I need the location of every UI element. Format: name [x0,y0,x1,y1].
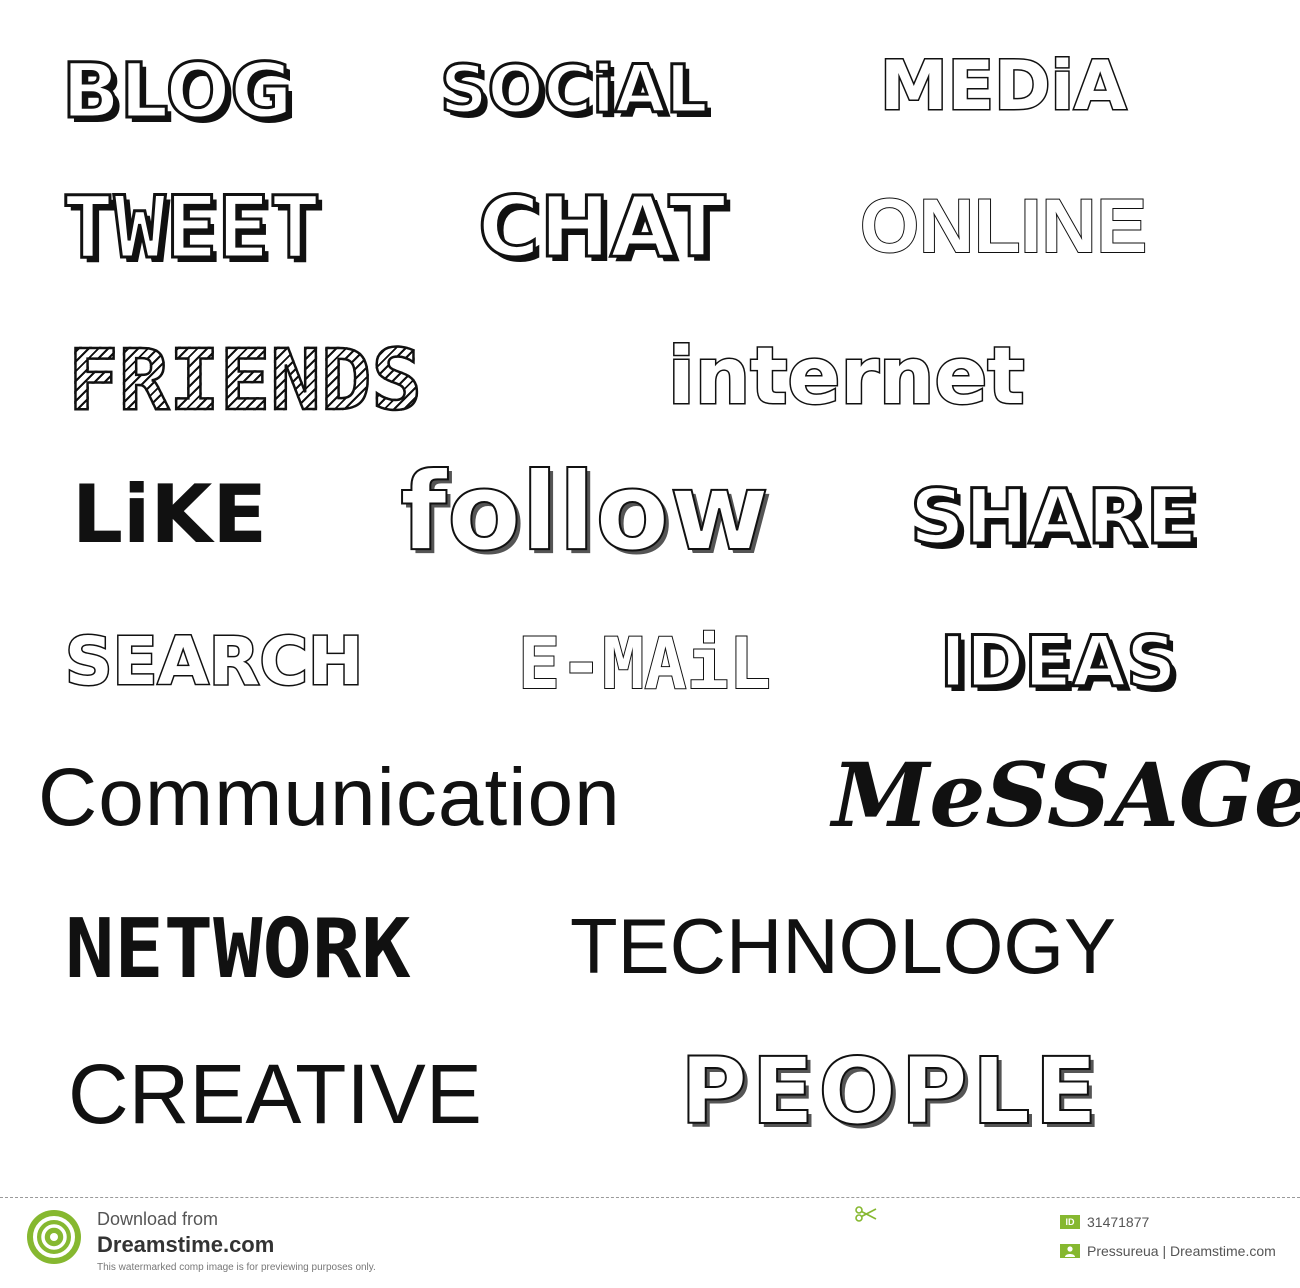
row-5: SEARCH E-MAiL IDEAS [0,615,1300,710]
word-search: SEARCH [63,623,364,700]
image-id: 31471877 [1087,1214,1150,1230]
user-icon [1060,1244,1080,1258]
word-media: MEDiA [879,47,1128,126]
row-7: NETWORK TECHNOLOGY [0,895,1300,1000]
row-6: Communication MeSSAGe [0,735,1300,865]
word-internet: internet [667,332,1027,422]
word-share: SHARE [909,472,1200,561]
scissor-icon [855,1206,877,1222]
row-4: LiKE follow SHARE [0,455,1300,580]
id-badge: ID [1060,1215,1080,1229]
word-social: SOCiAL [439,51,710,128]
dreamstime-site-label: Dreamstime.com [97,1232,275,1257]
word-like: LiKE [72,468,268,561]
row-2: TWEET CHAT ONLINE [0,175,1300,275]
download-from-label: Download from [97,1209,219,1229]
word-network: NETWORK [65,902,411,997]
word-creative: CREATIVE [68,1047,482,1141]
word-online: ONLINE [859,184,1148,269]
row-3: FRIENDS internet [0,320,1300,429]
row-8: CREATIVE PEOPLE [0,1030,1300,1150]
author-credit: Pressureua | Dreamstime.com [1087,1243,1276,1259]
word-tweet: TWEET [61,178,323,278]
word-chat: CHAT [477,178,728,276]
word-blog: BLOG [61,46,295,135]
word-communication: Communication [38,752,621,843]
dreamstime-logo-icon [27,1210,81,1264]
word-ideas: IDEAS [939,621,1179,703]
word-people: PEOPLE [679,1038,1102,1145]
watermark-divider [0,1197,1300,1198]
row-1: BLOG SOCiAL MEDiA [0,45,1300,135]
word-technology: TECHNOLOGY [570,902,1117,990]
watermark-note: This watermarked comp image is for previ… [97,1262,376,1273]
word-message: MeSSAGe [832,743,1300,847]
word-email: E-MAiL [517,623,772,705]
watermark-footer [0,1198,1300,1288]
word-follow: follow [399,450,770,575]
word-friends: FRIENDS [67,331,424,429]
